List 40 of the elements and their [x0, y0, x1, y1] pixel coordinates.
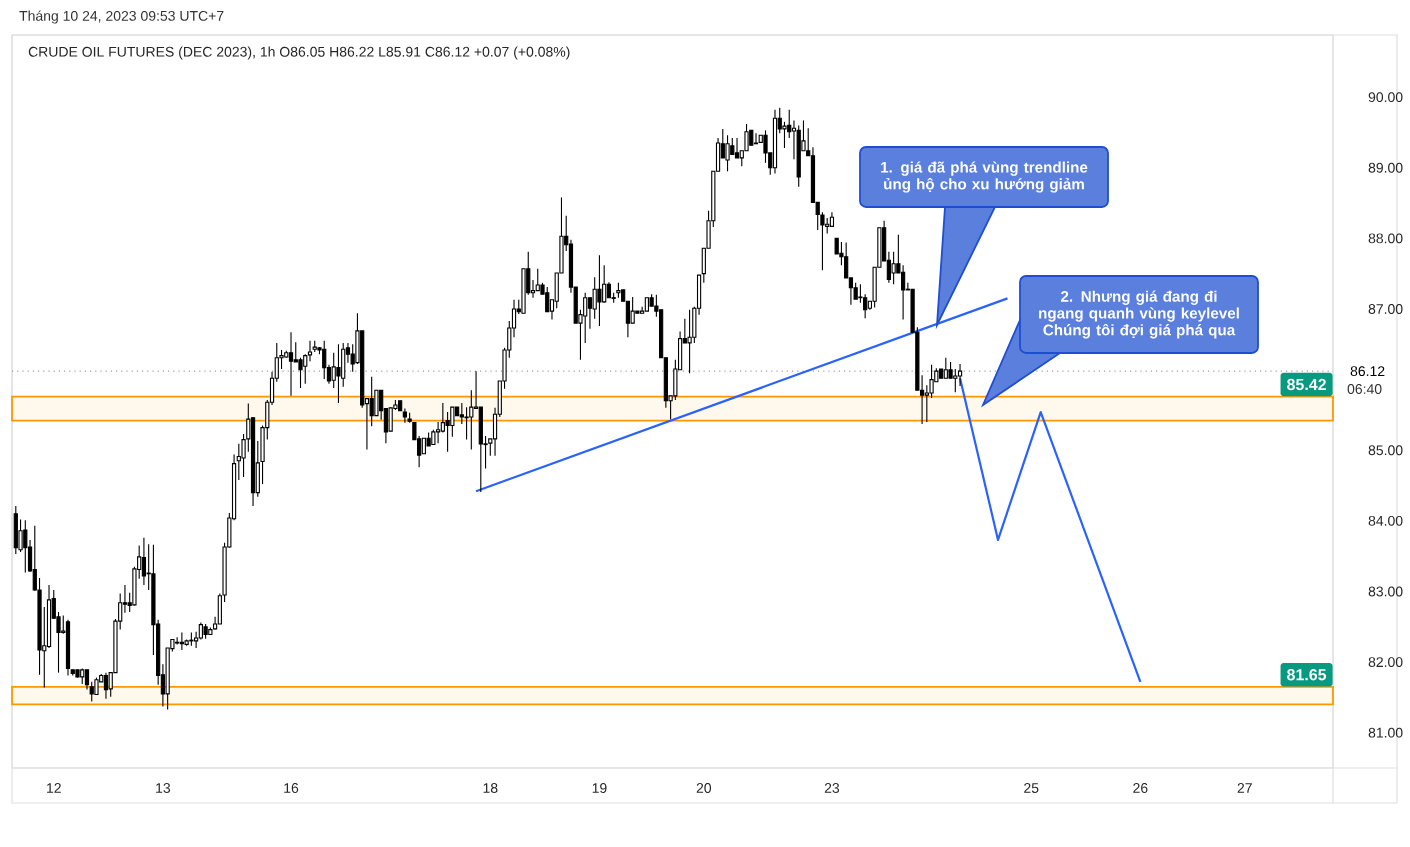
candlestick	[336, 343, 341, 404]
candlestick	[103, 672, 109, 700]
candlestick	[141, 537, 147, 586]
y-tick-label: 82.00	[1368, 657, 1403, 668]
candlestick	[753, 132, 759, 145]
chart-subtitle: Tháng 10 24, 2023 09:53 UTC+7	[19, 10, 224, 24]
x-tick-label: 13	[156, 783, 171, 793]
y-tick-label: 83.00	[1368, 586, 1403, 597]
candlestick	[763, 129, 768, 164]
text: 06:40	[1347, 384, 1382, 394]
text: CRUDE OIL FUTURES (DEC 2023), 1h O86.05 H86.22 L85.91 C86.12 +0.07 (+0.08%)	[28, 46, 570, 60]
candlestick	[298, 357, 303, 389]
y-tick-label: 87.00	[1368, 304, 1403, 314]
y-tick-label: 89.00	[1368, 162, 1403, 173]
band-label: 81.65	[1287, 669, 1327, 681]
x-tick-label: 16	[284, 783, 299, 793]
x-tick-label: 27	[1237, 783, 1252, 793]
x-tick-label: 18	[483, 783, 498, 793]
annotation: 2. Nhưng giá đang đi ngang quanh vùng keylevel Chúng tôi đợi giá phá qua	[1039, 290, 1239, 339]
candlestick	[435, 421, 441, 444]
x-tick-label: 23	[824, 783, 840, 793]
band-label: 85.42	[1287, 378, 1326, 391]
candlestick	[957, 363, 963, 387]
y-tick-label: 84.00	[1368, 515, 1403, 526]
y-tick-label: 81.00	[1368, 727, 1403, 738]
candlestick	[782, 121, 787, 149]
x-tick-label: 26	[1133, 783, 1148, 793]
candlestick	[84, 669, 90, 691]
candlestick	[288, 331, 294, 397]
ref-line-label: 86.12	[1350, 366, 1385, 377]
x-tick-label: 25	[1024, 783, 1039, 793]
candlestick	[734, 137, 740, 159]
y-tick-label: 88.00	[1368, 233, 1403, 244]
x-tick-label: 12	[47, 783, 61, 793]
y-tick-label: 85.00	[1368, 445, 1403, 456]
x-tick-label: 20	[696, 783, 712, 793]
x-tick-label: 19	[592, 783, 607, 793]
candlestick	[900, 264, 906, 321]
y-tick-label: 90.00	[1368, 92, 1403, 103]
annotation: 1. giá đã phá vùng trendline ủng hộ cho xu hướng giảm	[881, 161, 1088, 193]
